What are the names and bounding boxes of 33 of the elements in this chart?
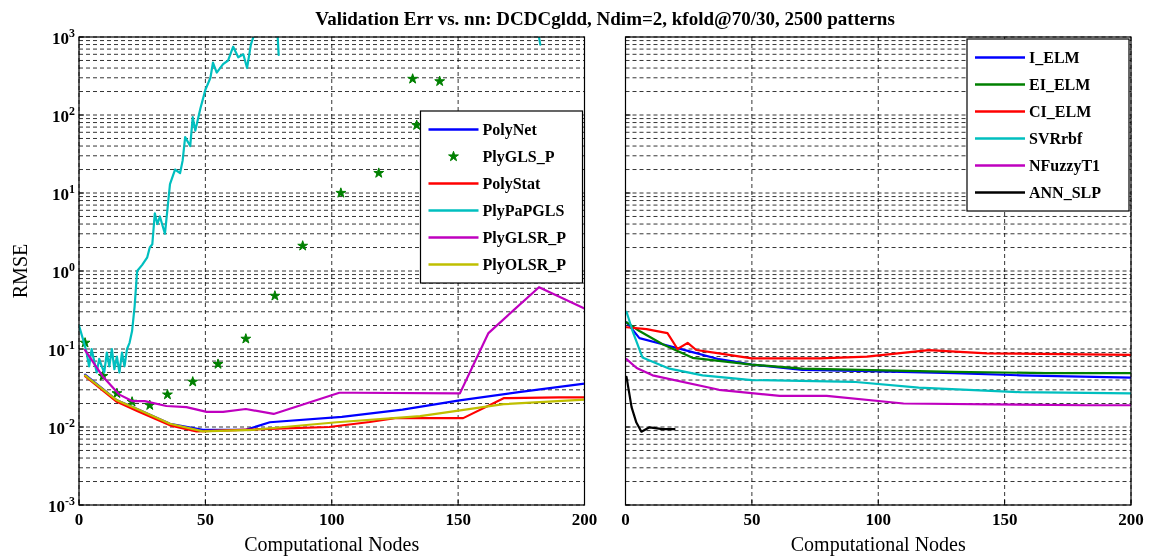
y-tick-label: 10$^{1}$ [52,182,76,204]
x-tick-label: 100 [865,510,891,529]
legend-label: I_ELM [1029,49,1080,66]
x-axis-title: Computational Nodes [244,533,420,556]
legend-label: PlyOLSR_P [482,256,567,274]
y-axis-title: RMSE [9,243,31,299]
x-tick-label: 0 [74,510,84,529]
legend-label: PlyGLSR_P [482,229,567,247]
x-tick-label: 50 [196,510,214,529]
legend-label: PolyNet [482,121,538,139]
y-tick-label: 10$^{2}$ [52,104,76,126]
legend-label: PolyStat [482,175,541,193]
legend-label: NFuzzyT1 [1029,157,1101,175]
x-tick-label: 50 [743,510,761,529]
y-tick-label: 10$^{-1}$ [48,338,76,360]
x-tick-label: 200 [571,510,598,529]
x-tick-label: 100 [319,510,345,529]
y-tick-label: 10$^{0}$ [52,260,76,282]
x-tick-label: 150 [445,510,471,529]
y-tick-label: 10$^{-2}$ [48,416,76,438]
y-tick-label: 10$^{3}$ [52,26,76,48]
legend-label: ANN_SLP [1029,184,1102,201]
chart-title: Validation Err vs. nn: DCDCgldd, Ndim=2, kfold@70/30, 2500 patterns [315,8,895,29]
legend-label: PlyGLS_P [482,148,555,166]
x-axis-title: Computational Nodes [790,533,966,556]
legend-label: SVRrbf [1029,130,1084,147]
x-tick-label: 0 [621,510,630,529]
legend-label: EI_ELM [1029,76,1091,93]
legend-label: PlyPaPGLS [482,202,565,220]
x-tick-label: 150 [991,510,1018,529]
x-tick-label: 200 [1118,510,1144,529]
y-tick-label: 10$^{-3}$ [48,494,76,516]
legend-label: CI_ELM [1029,103,1092,120]
